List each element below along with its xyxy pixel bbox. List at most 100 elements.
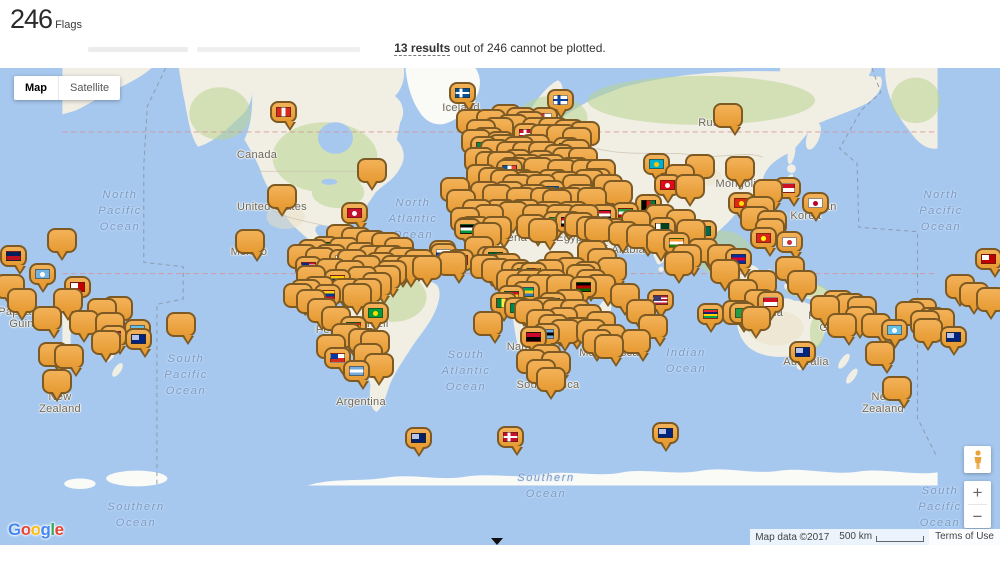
map-type-map-button[interactable]: Map: [25, 82, 47, 94]
flag-marker[interactable]: [267, 183, 297, 217]
scale-bar: [876, 536, 925, 542]
flag-marker[interactable]: [54, 343, 84, 377]
bm-flag-marker[interactable]: [340, 202, 368, 232]
marker-tail: [509, 223, 517, 231]
is-flag-marker[interactable]: [448, 82, 476, 112]
flag-marker[interactable]: [621, 328, 651, 362]
flag-marker[interactable]: [42, 368, 72, 402]
zoom-out-button[interactable]: −: [972, 506, 983, 526]
fk-flag-icon: [410, 433, 426, 443]
flag-marker[interactable]: [594, 333, 624, 367]
to-flag-marker[interactable]: [974, 248, 1000, 278]
marker-tail: [407, 277, 415, 285]
flag-marker[interactable]: [675, 173, 705, 207]
marker-bubble: [340, 202, 368, 224]
flag-marker[interactable]: [412, 254, 442, 288]
marker-bubble: [880, 319, 908, 341]
marker-bubble: [473, 310, 503, 336]
map-bottom-arrow: [491, 538, 503, 545]
marker-tail: [752, 328, 760, 336]
nz-flag-marker[interactable]: [939, 326, 967, 356]
as-flag-marker[interactable]: [0, 245, 27, 275]
google-logo[interactable]: Google: [8, 520, 64, 540]
tr-flag-icon: [659, 180, 675, 190]
kr-flag-marker[interactable]: [775, 231, 803, 261]
ar-flag-marker[interactable]: [342, 360, 370, 390]
br-flag-marker[interactable]: [361, 302, 389, 332]
jp-flag-icon: [807, 198, 823, 208]
flag-marker[interactable]: [536, 366, 566, 400]
fi-flag-marker[interactable]: [546, 89, 574, 119]
marker-bubble: [725, 155, 755, 181]
marker-tail: [379, 294, 388, 302]
pegman-button[interactable]: [964, 446, 991, 473]
marker-bubble: [801, 192, 829, 214]
flag-marker[interactable]: [7, 287, 37, 321]
jp-flag-marker[interactable]: [801, 192, 829, 222]
flag-marker[interactable]: [787, 269, 817, 303]
au-flag-marker[interactable]: [788, 341, 816, 371]
au-flag-icon: [794, 347, 810, 357]
flag-marker[interactable]: [865, 340, 895, 374]
flag-marker[interactable]: [959, 281, 989, 315]
flag-marker[interactable]: [976, 286, 1000, 320]
marker-tail: [183, 334, 192, 342]
tr-flag-marker[interactable]: [653, 174, 681, 204]
flag-marker[interactable]: [69, 309, 99, 343]
flag-marker[interactable]: [610, 282, 640, 316]
marker-tail: [499, 312, 508, 319]
fk-flag-marker[interactable]: [404, 427, 432, 457]
flag-marker[interactable]: [235, 228, 265, 262]
vn-flag-marker[interactable]: [749, 227, 777, 257]
dk-flag-marker[interactable]: [496, 426, 524, 456]
mu-flag-marker[interactable]: [696, 303, 724, 333]
flag-marker[interactable]: [528, 217, 558, 251]
marker-tail: [663, 194, 672, 201]
flag-marker[interactable]: [357, 157, 387, 191]
flag-emblem: [39, 271, 45, 277]
flag-marker[interactable]: [47, 227, 77, 261]
zoom-in-button[interactable]: +: [972, 482, 983, 502]
flag-marker[interactable]: [725, 155, 755, 189]
marker-bubble: [913, 317, 943, 343]
ke-flag-icon: [575, 282, 591, 292]
flag-marker[interactable]: [810, 294, 840, 328]
vn-flag-icon: [755, 233, 771, 243]
marker-tail: [15, 265, 24, 272]
marker-tail: [765, 247, 774, 254]
marker-bubble: [787, 269, 817, 295]
fm-flag-marker[interactable]: [28, 263, 56, 293]
flag-marker[interactable]: [342, 282, 372, 316]
flag-marker[interactable]: [882, 375, 912, 409]
fj-flag-marker[interactable]: [880, 319, 908, 349]
map-canvas[interactable]: North Pacific Ocean North Atlantic Ocean N…: [0, 68, 1000, 545]
results-link[interactable]: 13 results: [394, 41, 451, 56]
flag-marker[interactable]: [166, 311, 196, 345]
flag-canton: [653, 296, 661, 301]
marker-tail: [657, 251, 665, 259]
au-flag-marker[interactable]: [651, 422, 679, 452]
flag-marker[interactable]: [603, 179, 633, 213]
terms-of-use-link[interactable]: Terms of Use: [929, 529, 1000, 545]
ca-flag-marker[interactable]: [269, 101, 297, 131]
marker-bubble: [42, 368, 72, 394]
unplotted-results-note: 13 results out of 246 cannot be plotted.: [0, 41, 1000, 56]
marker-bubble: [269, 101, 297, 123]
marker-bubble: [603, 179, 633, 205]
map-data-copyright: Map data ©2017: [750, 529, 835, 545]
flag-marker[interactable]: [473, 310, 503, 344]
flag-marker[interactable]: [713, 102, 743, 136]
attribution-bar: Map data ©2017 500 km Terms of Use: [750, 529, 1000, 545]
marker-tail: [556, 109, 565, 116]
marker-tail: [890, 339, 899, 346]
flag-marker[interactable]: [32, 305, 62, 339]
marker-tail: [611, 356, 620, 364]
flag-marker[interactable]: [913, 317, 943, 351]
flag-marker[interactable]: [664, 250, 694, 284]
flag-marker[interactable]: [741, 305, 771, 339]
map-type-satellite-button[interactable]: Satellite: [58, 76, 120, 100]
flag-marker[interactable]: [91, 329, 121, 363]
scale-control: 500 km: [834, 529, 930, 545]
nz-flag-marker[interactable]: [124, 328, 152, 358]
flag-marker[interactable]: [827, 312, 857, 346]
